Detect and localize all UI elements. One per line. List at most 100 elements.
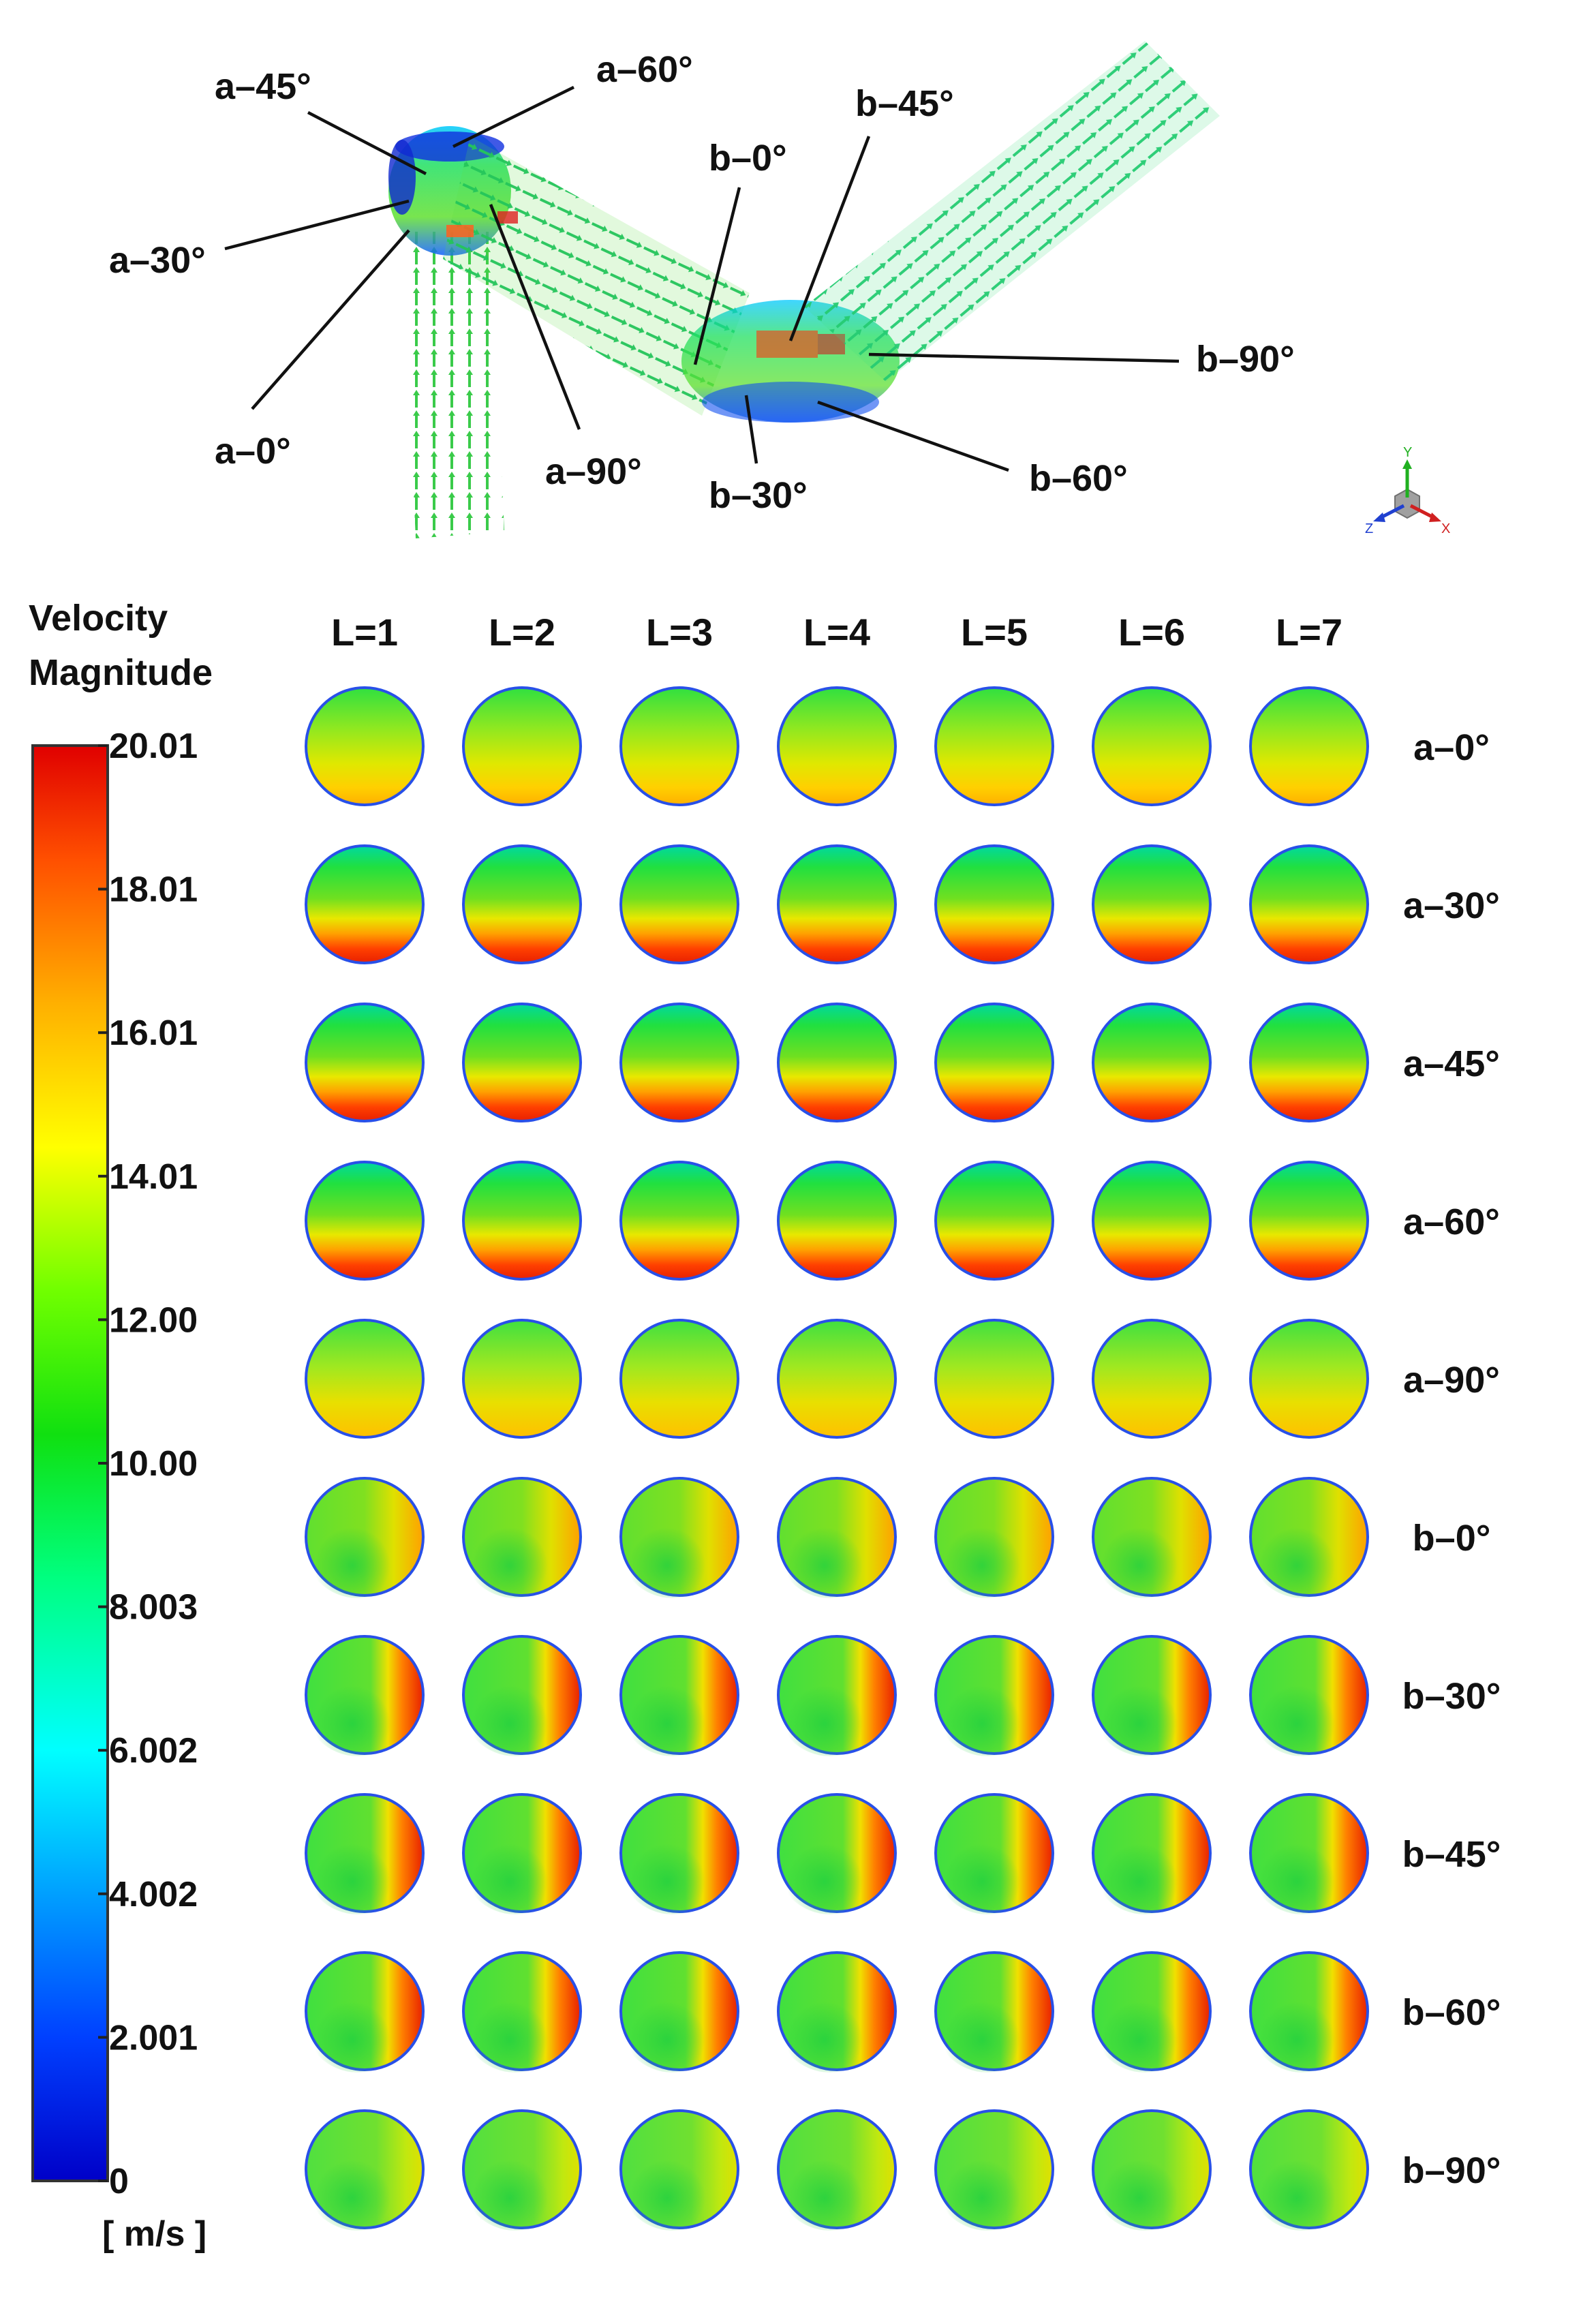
- legend-tick-label: 20.01: [109, 727, 198, 766]
- pipe-label-a-45: a–45°: [215, 66, 311, 107]
- pipe-label-a-60: a–60°: [596, 49, 693, 90]
- legend-unit: [ m/s ]: [102, 2214, 206, 2254]
- section-disc-core: [933, 1489, 1042, 1598]
- section-disc: [1092, 1161, 1212, 1281]
- legend-tick-label: 18.01: [109, 870, 198, 910]
- section-disc-core: [618, 1489, 727, 1598]
- section-disc: [1248, 2109, 1369, 2231]
- section-disc-core: [1090, 1963, 1199, 2073]
- axis-y: Y: [1403, 445, 1412, 460]
- section-disc-fill: [934, 1003, 1054, 1122]
- section-disc-fill: [462, 844, 582, 964]
- section-disc: [303, 2109, 425, 2231]
- section-disc: [1249, 1161, 1369, 1281]
- section-disc-core: [461, 1963, 570, 2073]
- legend-tick-label: 0: [109, 2162, 129, 2201]
- axis-triad: Y X Z: [1365, 445, 1450, 536]
- section-disc: [776, 1635, 897, 1756]
- pipe-label-a-30: a–30°: [109, 240, 206, 281]
- axis-z: Z: [1365, 521, 1373, 536]
- section-disc: [461, 1477, 582, 1598]
- section-disc: [1090, 1951, 1212, 2073]
- row-label: a–60°: [1403, 1202, 1500, 1242]
- cross-section-grid: L=1 L=2 L=3 L=4 L=5 L=6 L=7 a–0° a–30° a–45° a–60°…: [303, 611, 1501, 2231]
- section-disc-core: [461, 1489, 570, 1598]
- pipe-label-b-45: b–45°: [855, 83, 954, 124]
- section-disc-fill: [934, 844, 1054, 964]
- pipe-label-b-0: b–0°: [709, 138, 787, 179]
- row-label: b–0°: [1413, 1518, 1491, 1559]
- section-disc-fill: [1249, 1003, 1369, 1122]
- section-disc: [933, 1793, 1054, 1914]
- legend-title-1: Velocity: [29, 598, 168, 639]
- section-disc-fill: [1092, 686, 1212, 806]
- section-disc-fill: [305, 1319, 425, 1439]
- section-disc: [619, 1319, 739, 1439]
- section-disc-fill: [305, 1161, 425, 1281]
- section-disc: [461, 1635, 582, 1756]
- section-disc: [305, 686, 425, 806]
- axis-x: X: [1441, 521, 1450, 536]
- section-disc: [305, 1003, 425, 1122]
- section-disc: [618, 2109, 739, 2231]
- section-disc: [1249, 844, 1369, 964]
- leader-lines: [224, 85, 1180, 472]
- column-header: L=1: [331, 611, 398, 654]
- section-disc-core: [933, 2122, 1042, 2231]
- section-disc: [1092, 1003, 1212, 1122]
- section-disc-core: [1248, 1963, 1357, 2073]
- section-disc-core: [618, 1805, 727, 1914]
- section-disc: [618, 1477, 739, 1598]
- section-disc: [1249, 1003, 1369, 1122]
- section-disc: [777, 1319, 897, 1439]
- pipe-vector-field: a–45° a–60° a–30° a–0° a–90° b–0° b–45° …: [109, 41, 1450, 538]
- section-disc: [462, 1003, 582, 1122]
- section-disc: [1248, 1635, 1369, 1756]
- section-disc: [303, 1951, 425, 2073]
- section-disc: [934, 1161, 1054, 1281]
- section-disc-core: [618, 1963, 727, 2073]
- section-disc-fill: [462, 1003, 582, 1122]
- section-disc-core: [1090, 1805, 1199, 1914]
- section-disc-core: [933, 1963, 1042, 2073]
- section-disc-core: [618, 2122, 727, 2231]
- middle-pipe: [443, 136, 750, 416]
- section-disc-fill: [1249, 1161, 1369, 1281]
- section-disc-core: [933, 1805, 1042, 1914]
- section-disc: [619, 686, 739, 806]
- legend-tick-label: 12.00: [109, 1300, 198, 1340]
- section-disc: [1249, 686, 1369, 806]
- column-header: L=4: [803, 611, 870, 654]
- section-disc-fill: [305, 686, 425, 806]
- section-disc-core: [461, 2122, 570, 2231]
- section-disc: [776, 1951, 897, 2073]
- section-disc: [777, 1003, 897, 1122]
- section-disc: [777, 844, 897, 964]
- legend-tick-label: 16.01: [109, 1013, 198, 1053]
- section-disc: [1092, 1319, 1212, 1439]
- section-disc-core: [776, 1805, 885, 1914]
- section-disc: [1248, 1477, 1369, 1598]
- legend-tick-label: 6.002: [109, 1731, 198, 1771]
- section-disc: [1090, 1793, 1212, 1914]
- section-disc-fill: [619, 1161, 739, 1281]
- section-disc: [934, 1003, 1054, 1122]
- section-disc: [462, 686, 582, 806]
- pipe-label-b-30: b–30°: [709, 475, 808, 516]
- legend-tick-label: 4.002: [109, 1875, 198, 1914]
- section-disc: [1248, 1793, 1369, 1914]
- section-disc-core: [303, 1647, 412, 1756]
- section-disc: [619, 1161, 739, 1281]
- pipe-label-b-90: b–90°: [1196, 339, 1295, 380]
- section-disc: [618, 1951, 739, 2073]
- section-disc: [933, 2109, 1054, 2231]
- section-disc: [1090, 2109, 1212, 2231]
- section-disc: [776, 1793, 897, 1914]
- section-disc: [619, 844, 739, 964]
- section-disc-core: [776, 1489, 885, 1598]
- section-disc-core: [303, 1963, 412, 2073]
- column-header: L=2: [489, 611, 555, 654]
- section-disc-fill: [619, 686, 739, 806]
- section-disc-core: [776, 1647, 885, 1756]
